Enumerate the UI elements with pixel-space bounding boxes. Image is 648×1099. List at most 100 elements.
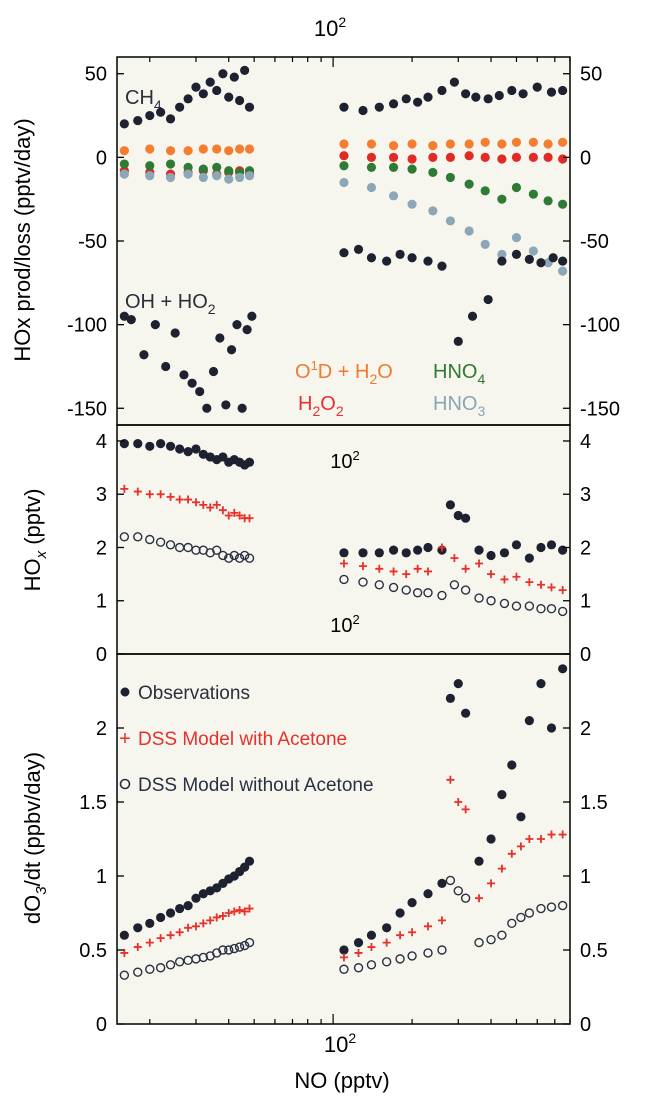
bottom-point-dss-model-with-acetone [446,775,455,784]
top-point-h2o2 [543,152,553,162]
middle-point-observations [244,457,255,467]
bottom-point-dss-model-without-acetone [239,940,250,951]
top-point-h2o2 [428,152,438,162]
top-point-hno3 [119,169,129,179]
bottom-point-dss-model-with-acetone [166,931,175,940]
top-point-ch4 [461,89,471,99]
top-point-h2o2 [339,151,349,161]
bottom-point-dss-model-without-acetone [339,964,349,974]
top-point-ch4 [483,94,493,104]
middle-point-dss-model-with-acetone [199,500,208,509]
bottom-left-ytick-label: 1.5 [79,792,107,814]
top-point-ch4 [471,92,481,102]
top-x-tick-label: 102 [314,14,346,41]
bottom-point-observations [507,760,517,770]
bottom-point-dss-model-without-acetone [145,964,155,974]
middle-point-dss-model-without-acetone [224,553,234,563]
middle-point-observations [453,510,463,521]
top-point-hno3 [165,172,176,183]
bottom-point-dss-model-without-acetone [524,908,535,918]
middle-point-dss-model-with-acetone [212,500,221,509]
top-point-ch4 [518,89,528,99]
bottom-point-observations [183,901,193,911]
top-point-hno4 [119,159,129,169]
bottom-point-observations [423,889,433,899]
top-point-hno4 [511,182,522,193]
middle-point-dss-model-with-acetone [450,554,459,563]
bottom-point-dss-model-without-acetone [366,960,377,970]
bottom-point-dss-model-without-acetone [244,937,255,948]
middle-point-dss-model-without-acetone [499,598,510,609]
middle-point-observations [536,542,546,553]
middle-point-dss-model-without-acetone [374,580,385,590]
top-panel-background [117,57,570,425]
top-point-ch4 [218,69,228,79]
top-point-oh-ho2 [407,253,417,263]
bottom-point-dss-model-without-acetone [507,918,517,929]
middle-point-dss-model-with-acetone [359,562,368,571]
top-point-oh-ho2 [119,311,129,321]
top-point-ch4 [175,102,185,112]
middle-point-dss-model-without-acetone [437,590,447,601]
bottom-x-tick-exp: 2 [348,1030,356,1046]
top-point-hno4 [428,167,438,178]
bottom-point-dss-model-with-acetone [475,894,484,903]
middle-point-dss-model-with-acetone [461,564,470,573]
top-point-hno4 [543,196,553,206]
middle-point-dss-model-without-acetone [212,545,222,555]
bottom-point-dss-model-with-acetone [487,879,496,888]
bottom-point-dss-model-without-acetone [423,948,433,958]
middle-point-dss-model-with-acetone [389,567,398,576]
top-point-hno3 [511,233,522,243]
top-point-ch4 [339,102,349,112]
top-point-ch4 [156,107,166,117]
middle-point-dss-model-with-acetone [156,490,165,499]
top-point-oh-ho2 [353,244,364,254]
middle-point-dss-model-without-acetone [244,553,255,563]
bottom-point-dss-model-with-acetone [354,948,363,957]
top-point-hno4 [407,164,417,174]
top-point-oh-ho2 [150,320,160,330]
middle-point-dss-model-with-acetone [230,508,239,517]
top-point-hno4 [445,172,456,183]
bottom-point-observations [516,812,526,822]
middle-point-dss-model-with-acetone [120,484,129,493]
top-point-h2o2 [558,154,568,164]
top-point-oh-ho2 [437,261,447,271]
bottom-point-observations [445,693,456,704]
top-point-ch4 [133,115,143,126]
middle-point-dss-model-with-acetone [487,570,496,579]
bottom-right-ytick-label: 2 [580,718,591,740]
bottom-left-ytick-label: 1 [96,866,107,888]
top-left-ytick-label: 50 [85,64,107,86]
middle-right-ytick-label: 4 [580,431,591,453]
middle-left-ytick-label: 3 [96,484,107,506]
bottom-point-dss-model-with-acetone [184,923,193,932]
top-point-hno3 [183,169,193,179]
middle-point-dss-model-with-acetone [224,511,233,520]
top-point-o1d-h2o [212,144,222,154]
middle-point-dss-model-without-acetone [423,588,433,598]
bottom-point-observations [497,790,507,800]
bottom-point-dss-model-without-acetone [395,954,405,964]
bottom-point-dss-model-without-acetone [353,963,364,973]
top-point-o1d-h2o [528,137,538,147]
top-point-ch4 [244,102,255,112]
x-axis-label: NO (pptv) [294,1068,389,1093]
top-left-ytick-label: 0 [96,147,107,169]
top-point-oh-ho2 [226,345,237,355]
bottom-point-dss-model-without-acetone [407,951,417,961]
middle-point-observations [401,548,411,558]
top-point-hno3 [558,266,568,276]
bottom-point-dss-model-without-acetone [224,945,234,955]
middle-left-ytick-label: 1 [96,591,107,613]
bottom-point-dss-model-with-acetone [133,943,142,952]
top-point-hno4 [366,162,377,172]
middle-point-observations [156,439,166,449]
middle-point-dss-model-with-acetone [512,572,521,581]
middle-point-observations [218,452,228,462]
top-point-h2o2 [464,151,474,161]
middle-point-observations [486,550,496,561]
top-point-hno3 [366,182,377,193]
middle-point-dss-model-without-acetone [449,580,460,590]
